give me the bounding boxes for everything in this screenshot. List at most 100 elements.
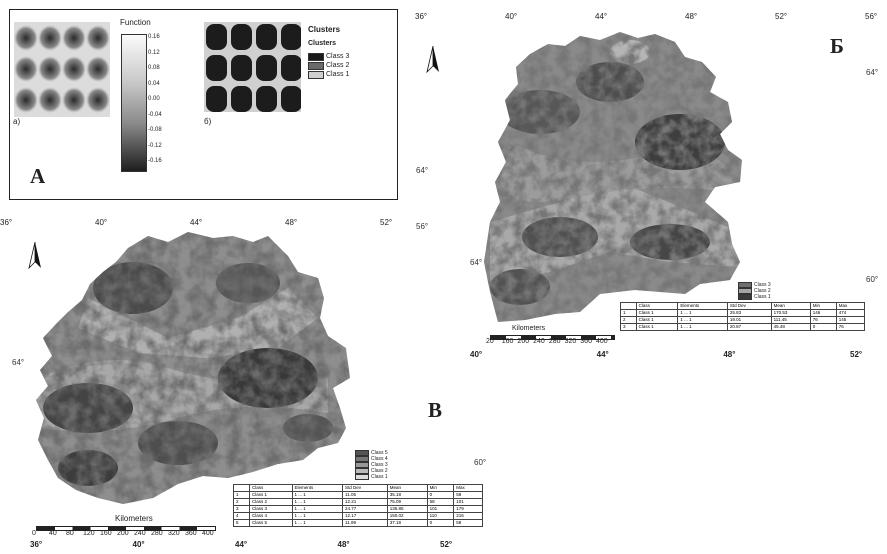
legend-swatch — [355, 474, 369, 480]
legend-label: Class 2 — [371, 468, 388, 474]
table-cell: 1 ... 1 — [677, 323, 728, 331]
axis-tick-label: 48° — [685, 12, 698, 21]
axis-tick-label: 400 — [202, 530, 214, 537]
table-cell: Class 1 — [635, 309, 679, 317]
table-cell: 146 — [809, 309, 837, 317]
legend-swatch — [308, 52, 324, 61]
axis-tick-label: 40° — [505, 12, 518, 21]
table-header-cell: Max — [835, 302, 866, 310]
legend-label: Class 1 — [754, 294, 771, 300]
table-cell: 0 — [809, 323, 837, 331]
table-cell: 2 — [620, 316, 637, 324]
table-header-cell: Min — [809, 302, 837, 310]
map-b-letter: Б — [830, 34, 844, 58]
legend-swatch — [355, 462, 369, 468]
sub-b-label: б) — [204, 117, 212, 126]
cluster-blob — [231, 24, 252, 50]
cluster-blob — [256, 55, 277, 81]
legend-swatch — [308, 70, 324, 79]
table-header-cell: Max — [453, 484, 483, 492]
axis-tick-label: 360 — [185, 530, 197, 537]
map-c-terrain — [36, 232, 350, 504]
heatmap-blob — [37, 55, 63, 83]
legend-item: Class 2 — [355, 468, 388, 474]
map-c-bottom-ticks: 36° 40° 44° 48° 52° — [30, 540, 460, 552]
legend-label: Class 2 — [326, 62, 350, 69]
colorbar-tick-label: 0.12 — [148, 49, 160, 56]
table-header-cell: Std Dev — [726, 302, 772, 310]
axis-tick-label: 280 — [548, 338, 561, 345]
axis-tick-label: 320 — [168, 530, 180, 537]
axis-tick-label: 40° — [132, 540, 145, 549]
cluster-blob — [281, 55, 301, 81]
clusters-subtitle: Clusters — [308, 40, 337, 47]
table-cell: 179 — [453, 505, 483, 513]
cluster-blob — [231, 55, 252, 81]
table-cell: 1 ... 1 — [291, 498, 344, 506]
table-cell: 4 — [233, 512, 250, 520]
axis-tick-label: 40° — [95, 218, 108, 227]
axis-tick-label: 280 — [151, 530, 163, 537]
legend-label: Class 1 — [326, 71, 350, 78]
map-b-left-tick-3: 64° — [470, 258, 483, 267]
table-cell: Class 5 — [248, 519, 293, 527]
table-cell: Class 1 — [635, 316, 679, 324]
axis-tick-label: 52° — [380, 218, 393, 227]
table-cell: 11.05 — [342, 491, 388, 499]
axis-tick-label: 36° — [30, 540, 43, 549]
legend-item: Class 1 — [738, 294, 771, 300]
legend-label: Class 2 — [754, 288, 771, 294]
colorbar-tick-label: 0.16 — [148, 34, 160, 40]
heatmap-blob — [61, 24, 87, 52]
axis-tick-label: 40° — [470, 350, 483, 359]
table-cell: 2 — [233, 498, 250, 506]
table-cell: 1 ... 1 — [677, 316, 728, 324]
legend-item: Class 4 — [355, 456, 388, 462]
cluster-blob — [281, 86, 301, 112]
table-cell: 101 — [453, 498, 483, 506]
table-cell: 110 — [426, 512, 455, 520]
table-cell: 474 — [835, 309, 866, 317]
clusters-title: Clusters — [308, 25, 341, 34]
legend-label: Class 3 — [326, 53, 350, 60]
axis-tick-label: 20 — [486, 338, 494, 345]
legend-label: Class 5 — [371, 450, 388, 456]
axis-tick-label: 36° — [415, 12, 428, 21]
map-b-scale-bar — [490, 335, 615, 340]
map-b-legend: Class 3 Class 2 Class 1 — [738, 282, 771, 300]
map-c-left-tick: 64° — [12, 358, 25, 367]
table-header-cell: Mean — [770, 302, 811, 310]
axis-tick-label: 48° — [723, 350, 736, 359]
map-b-scale-ticks: 20 160 200 240 280 320 360 400 — [486, 338, 616, 348]
heatmap-blob — [37, 86, 63, 114]
table-cell: 5 — [233, 519, 250, 527]
axis-tick-label: 160 — [100, 530, 112, 537]
colorbar-tick-label: 0.00 — [148, 96, 160, 102]
legend-swatch — [738, 288, 752, 294]
axis-tick-label: 44° — [190, 218, 203, 227]
axis-tick-label: 0 — [32, 530, 36, 537]
table-cell: 1 ... 1 — [677, 309, 728, 317]
heatmap-blob — [37, 24, 63, 52]
axis-tick-label: 52° — [440, 540, 453, 549]
axis-tick-label: 80 — [66, 530, 74, 537]
cluster-blob — [256, 24, 277, 50]
cluster-map — [204, 22, 301, 112]
axis-tick-label: 200 — [517, 338, 530, 345]
axis-tick-label: 240 — [533, 338, 545, 345]
table-header-cell: Std Dev — [342, 484, 388, 492]
table-cell: Class 2 — [248, 498, 293, 506]
axis-tick-label: 240 — [134, 530, 146, 537]
table-cell: 1 — [620, 309, 637, 317]
heatmap-blob — [85, 55, 110, 83]
table-cell: Class 4 — [248, 512, 293, 520]
axis-tick-label: 44° — [235, 540, 248, 549]
axis-tick-label: 120 — [83, 530, 95, 537]
sub-a-label: а) — [13, 117, 21, 126]
colorbar-ticks: 0.16 0.12 0.08 0.04 0.00 -0.04 -0.08 -0.12 -0.16 — [148, 34, 188, 168]
table-cell: 58 — [453, 491, 483, 499]
colorbar-tick-label: -0.08 — [148, 127, 162, 133]
